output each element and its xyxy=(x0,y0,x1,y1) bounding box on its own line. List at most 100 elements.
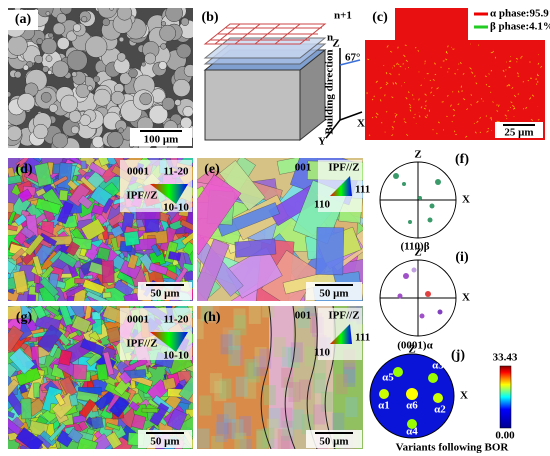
grain xyxy=(313,373,326,394)
particle xyxy=(40,37,58,55)
beta-speck xyxy=(393,64,395,67)
particle xyxy=(165,8,183,22)
grain xyxy=(248,362,261,383)
grain xyxy=(228,330,241,351)
particle xyxy=(34,54,44,64)
ipf-key xyxy=(150,332,188,352)
key-label: 001 xyxy=(295,162,312,174)
beta-speck xyxy=(379,86,382,89)
grain xyxy=(8,201,15,213)
beta-speck xyxy=(486,130,489,133)
particle xyxy=(109,8,114,11)
particle xyxy=(118,127,124,134)
beta-speck xyxy=(425,100,427,103)
particle xyxy=(52,22,66,36)
grain xyxy=(131,414,147,430)
panel-label: (h) xyxy=(203,310,220,325)
beta-speck xyxy=(497,120,500,123)
beta-speck xyxy=(474,131,477,134)
particle xyxy=(176,43,192,59)
grain xyxy=(8,409,15,419)
particle xyxy=(91,135,105,148)
key-label: 0001 xyxy=(127,314,149,326)
layer-label: n+1 xyxy=(334,10,352,22)
grain xyxy=(197,238,230,301)
particle xyxy=(180,17,190,26)
beta-speck xyxy=(473,122,475,125)
beta-speck xyxy=(476,120,479,123)
axis-label: Z xyxy=(332,38,339,50)
beta-speck xyxy=(474,75,476,77)
grain xyxy=(254,347,267,368)
grain xyxy=(102,291,112,299)
particle xyxy=(75,83,90,99)
particle xyxy=(51,132,68,148)
grain xyxy=(262,427,275,448)
grain xyxy=(8,259,17,275)
key-label: 10-10 xyxy=(163,202,189,214)
grain xyxy=(84,243,101,261)
beta-speck xyxy=(457,90,460,93)
beta-speck xyxy=(447,45,449,48)
panel-label: (j) xyxy=(451,348,465,363)
beta-speck xyxy=(452,108,456,111)
grain xyxy=(167,251,182,262)
grain xyxy=(215,422,228,443)
key-label: IPF//Z xyxy=(126,338,157,350)
grain xyxy=(150,243,162,257)
grain xyxy=(39,277,59,297)
beta-speck xyxy=(375,116,378,118)
grain xyxy=(105,431,123,449)
grain xyxy=(166,408,188,432)
columnar-grain xyxy=(293,306,315,449)
beta-speck xyxy=(396,62,398,65)
scale-box xyxy=(138,430,192,448)
grain xyxy=(235,376,248,397)
grain xyxy=(123,292,140,301)
particle xyxy=(144,52,157,65)
pole-caption: (110)β xyxy=(400,241,429,253)
particle xyxy=(17,93,36,111)
particle xyxy=(85,35,108,58)
beta-speck xyxy=(395,113,398,117)
beta-speck xyxy=(475,82,478,85)
beta-speck xyxy=(432,79,435,81)
grain xyxy=(80,338,105,356)
color-bar xyxy=(499,365,512,429)
grain xyxy=(48,343,59,358)
panel-label: (f) xyxy=(455,152,469,167)
grain xyxy=(32,255,44,276)
beta-speck xyxy=(487,127,489,130)
grain xyxy=(48,423,67,442)
beta-speck xyxy=(417,50,420,52)
grain xyxy=(128,401,140,412)
beta-speck xyxy=(508,83,511,87)
beta-speck xyxy=(513,107,516,110)
grain-boundary xyxy=(260,306,272,449)
grain xyxy=(79,176,97,192)
particle xyxy=(87,85,93,91)
particle xyxy=(174,99,182,106)
grain xyxy=(76,390,99,403)
particle xyxy=(97,8,118,19)
grain xyxy=(80,160,87,169)
particle xyxy=(66,49,88,71)
beta-speck xyxy=(537,73,539,76)
grain xyxy=(181,226,193,246)
grain xyxy=(33,382,40,398)
grain xyxy=(297,308,310,329)
scale-box xyxy=(306,430,362,448)
beta-speck xyxy=(512,104,515,108)
beta-speck xyxy=(504,114,507,117)
beta-speck xyxy=(385,71,388,75)
beta-speck xyxy=(385,83,388,86)
beta-phase xyxy=(366,43,543,138)
panel-label: (d) xyxy=(15,162,32,177)
particle xyxy=(47,69,53,75)
beta-speck xyxy=(391,96,394,99)
direction-label: Building direction xyxy=(324,49,336,134)
pole-caption: (0001)α xyxy=(397,340,433,352)
panel-label: (b) xyxy=(201,10,218,25)
intensity-spots xyxy=(379,367,443,429)
